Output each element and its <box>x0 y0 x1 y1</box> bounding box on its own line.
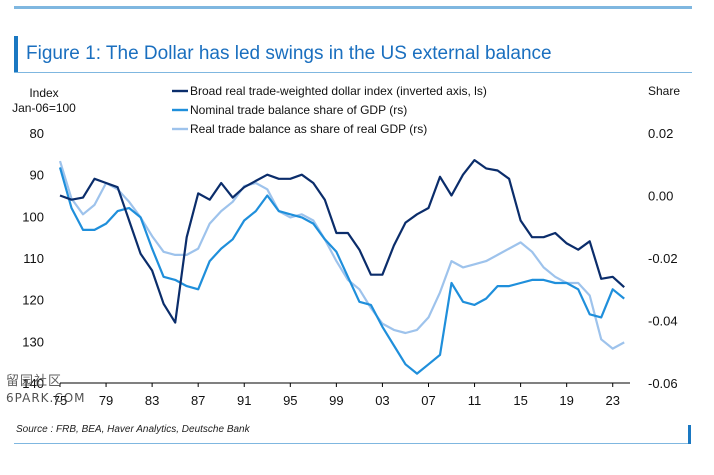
bottom-rule-accent <box>688 425 691 444</box>
x-tick-label: 91 <box>237 393 251 408</box>
left-tick-label: 140 <box>22 376 44 391</box>
x-tick-label: 95 <box>283 393 297 408</box>
series-line <box>58 160 625 350</box>
right-tick-label: -0.04 <box>648 314 678 329</box>
x-tick-label: 75 <box>53 393 67 408</box>
x-tick-label: 79 <box>99 393 113 408</box>
legend: Broad real trade-weighted dollar index (… <box>172 84 487 136</box>
right-tick-label: -0.06 <box>648 376 678 391</box>
right-tick-label: 0.00 <box>648 189 673 204</box>
left-tick-label: 80 <box>30 126 44 141</box>
series-group <box>58 159 625 375</box>
x-tick-label: 11 <box>468 393 482 408</box>
right-tick-label: -0.02 <box>648 251 678 266</box>
right-tick-label: 0.02 <box>648 126 673 141</box>
legend-label: Broad real trade-weighted dollar index (… <box>190 84 487 98</box>
watermark-line-1: 留园社区 <box>6 374 63 389</box>
left-tick-label: 120 <box>22 293 44 308</box>
series-line <box>58 167 625 375</box>
watermark: 留园社区 6PARK.COM <box>6 374 86 406</box>
x-tick-label: 07 <box>421 393 435 408</box>
left-tick-label: 90 <box>30 168 44 183</box>
x-tick-label: 19 <box>559 393 573 408</box>
axes-group: 75 79 83 87 91 95 99 03 07 11 15 19 23 80 90 100 110 120 1… <box>22 126 677 408</box>
left-tick-label: 130 <box>22 334 44 349</box>
right-axis-title: Share <box>648 84 680 98</box>
legend-label: Real trade balance as share of real GDP … <box>190 122 427 136</box>
title-accent-bar <box>14 36 18 72</box>
legend-label: Nominal trade balance share of GDP (rs) <box>190 103 407 117</box>
x-tick-label: 15 <box>513 393 527 408</box>
series-line <box>59 159 625 324</box>
left-axis-title-2: Jan-06=100 <box>12 101 76 115</box>
left-tick-label: 100 <box>22 209 44 224</box>
x-tick-label: 83 <box>145 393 159 408</box>
x-tick-label: 23 <box>605 393 619 408</box>
title-underline <box>14 72 692 73</box>
watermark-line-2: 6PARK.COM <box>6 391 86 405</box>
top-rule <box>14 6 692 9</box>
left-tick-label: 110 <box>23 251 44 266</box>
x-tick-label: 03 <box>375 393 389 408</box>
left-axis-title-1: Index <box>29 86 58 100</box>
x-tick-label: 87 <box>191 393 205 408</box>
title-row: Figure 1: The Dollar has led swings in t… <box>14 36 692 73</box>
bottom-rule <box>14 443 690 444</box>
x-tick-label: 99 <box>329 393 343 408</box>
source-note: Source : FRB, BEA, Haver Analytics, Deut… <box>16 424 250 435</box>
chart-title: Figure 1: The Dollar has led swings in t… <box>26 43 552 64</box>
